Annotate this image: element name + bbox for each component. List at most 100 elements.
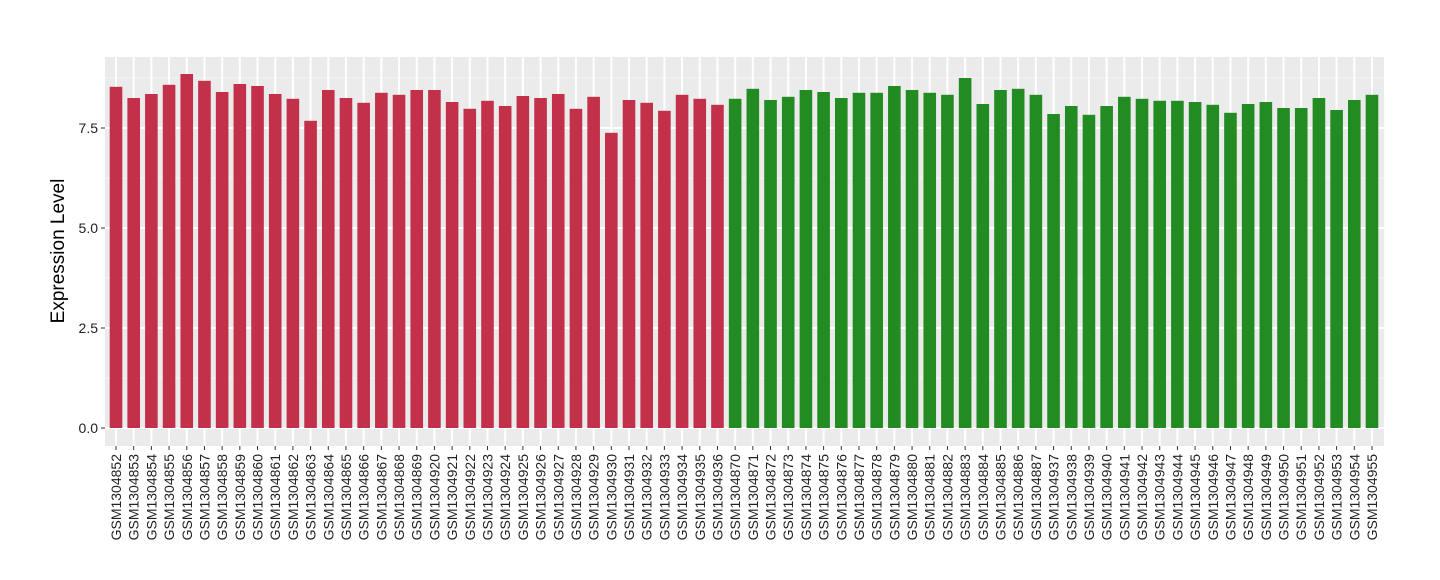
x-tick-label: GSM1304952 bbox=[1311, 454, 1327, 541]
x-tick-label: GSM1304880 bbox=[904, 454, 920, 541]
bars bbox=[109, 74, 1379, 429]
bar-GSM1304880 bbox=[905, 90, 919, 428]
bar-GSM1304930 bbox=[605, 132, 618, 429]
x-tick-label: GSM1304878 bbox=[869, 454, 885, 541]
x-tick-label: GSM1304869 bbox=[409, 454, 425, 541]
x-tick-label: GSM1304877 bbox=[851, 454, 867, 541]
x-tick-label: GSM1304934 bbox=[674, 454, 690, 541]
bar-GSM1304939 bbox=[1082, 114, 1096, 429]
bar-GSM1304941 bbox=[1118, 96, 1131, 429]
x-tick-label: GSM1304852 bbox=[108, 454, 124, 541]
x-tick-label: GSM1304945 bbox=[1187, 454, 1203, 541]
x-tick-label: GSM1304864 bbox=[320, 454, 336, 541]
bar-GSM1304863 bbox=[304, 120, 317, 429]
x-tick-label: GSM1304936 bbox=[709, 454, 725, 541]
x-tick-label: GSM1304861 bbox=[267, 454, 283, 541]
bar-GSM1304934 bbox=[675, 94, 689, 429]
bar-GSM1304872 bbox=[764, 100, 777, 428]
x-tick-label: GSM1304954 bbox=[1346, 454, 1362, 541]
bar-GSM1304945 bbox=[1188, 102, 1202, 428]
x-tick-label: GSM1304881 bbox=[922, 454, 938, 541]
x-tick-label: GSM1304879 bbox=[886, 454, 902, 541]
x-tick-label: GSM1304920 bbox=[426, 454, 442, 541]
bar-GSM1304864 bbox=[321, 90, 335, 428]
x-tick-label: GSM1304944 bbox=[1169, 454, 1185, 541]
x-tick-label: GSM1304931 bbox=[621, 454, 637, 541]
bar-GSM1304937 bbox=[1047, 114, 1060, 428]
y-tick-label: 7.5 bbox=[79, 120, 99, 136]
y-tick-label: 0.0 bbox=[79, 420, 99, 436]
bar-GSM1304854 bbox=[145, 94, 158, 428]
x-tick-label: GSM1304856 bbox=[179, 454, 195, 541]
bar-GSM1304885 bbox=[994, 90, 1007, 428]
x-tick-label: GSM1304942 bbox=[1134, 454, 1150, 541]
x-tick-label: GSM1304946 bbox=[1205, 454, 1221, 541]
x-tick-label: GSM1304860 bbox=[250, 454, 266, 541]
x-tick-label: GSM1304887 bbox=[1028, 454, 1044, 541]
bar-GSM1304858 bbox=[215, 92, 229, 428]
bar-GSM1304923 bbox=[481, 100, 494, 429]
bar-GSM1304878 bbox=[870, 92, 883, 429]
x-tick-label: GSM1304870 bbox=[727, 454, 743, 541]
bar-GSM1304876 bbox=[834, 98, 848, 428]
bar-GSM1304943 bbox=[1153, 100, 1167, 429]
bar-GSM1304881 bbox=[923, 92, 937, 429]
x-tick-label: GSM1304886 bbox=[1010, 454, 1026, 541]
bar-GSM1304870 bbox=[728, 98, 742, 429]
x-tick-label: GSM1304949 bbox=[1258, 454, 1274, 541]
bar-GSM1304855 bbox=[162, 84, 176, 429]
x-tick-label: GSM1304875 bbox=[816, 454, 832, 541]
bar-GSM1304874 bbox=[799, 90, 813, 428]
x-tick-label: GSM1304876 bbox=[833, 454, 849, 541]
x-axis: GSM1304852 GSM1304853 GSM1304854 GSM1304855… bbox=[108, 446, 1380, 540]
bar-GSM1304886 bbox=[1011, 88, 1025, 429]
bar-GSM1304953 bbox=[1330, 110, 1343, 428]
x-tick-label: GSM1304858 bbox=[214, 454, 230, 541]
x-tick-label: GSM1304938 bbox=[1063, 454, 1079, 541]
x-tick-label: GSM1304873 bbox=[780, 454, 796, 541]
bar-GSM1304928 bbox=[569, 108, 583, 429]
bar-GSM1304948 bbox=[1241, 104, 1255, 428]
x-tick-label: GSM1304866 bbox=[356, 454, 372, 541]
x-tick-label: GSM1304855 bbox=[161, 454, 177, 541]
x-tick-label: GSM1304853 bbox=[126, 454, 142, 541]
bar-GSM1304955 bbox=[1365, 94, 1379, 429]
x-tick-label: GSM1304951 bbox=[1293, 454, 1309, 541]
bar-GSM1304951 bbox=[1294, 108, 1308, 428]
bar-GSM1304924 bbox=[498, 106, 512, 428]
bar-GSM1304865 bbox=[339, 98, 353, 428]
bar-GSM1304873 bbox=[781, 96, 795, 429]
bar-GSM1304922 bbox=[463, 108, 477, 429]
x-tick-label: GSM1304955 bbox=[1364, 454, 1380, 541]
y-axis-label: Expression Level bbox=[48, 179, 69, 324]
bar-GSM1304871 bbox=[746, 88, 760, 429]
bar-GSM1304946 bbox=[1206, 104, 1220, 429]
x-tick-label: GSM1304948 bbox=[1240, 454, 1256, 541]
x-tick-label: GSM1304871 bbox=[745, 454, 761, 541]
bar-GSM1304877 bbox=[852, 92, 866, 429]
x-tick-label: GSM1304935 bbox=[692, 454, 708, 541]
bar-GSM1304852 bbox=[109, 86, 123, 429]
x-tick-label: GSM1304939 bbox=[1081, 454, 1097, 541]
x-tick-label: GSM1304941 bbox=[1116, 454, 1132, 541]
x-tick-label: GSM1304928 bbox=[568, 454, 584, 541]
x-tick-label: GSM1304933 bbox=[656, 454, 672, 541]
bar-GSM1304949 bbox=[1259, 102, 1273, 428]
bar-GSM1304938 bbox=[1064, 106, 1078, 428]
bar-GSM1304926 bbox=[534, 98, 547, 428]
bar-GSM1304860 bbox=[251, 86, 264, 428]
bar-GSM1304950 bbox=[1277, 108, 1290, 428]
x-tick-label: GSM1304923 bbox=[479, 454, 495, 541]
bar-GSM1304879 bbox=[888, 86, 901, 428]
x-tick-label: GSM1304922 bbox=[462, 454, 478, 541]
x-tick-label: GSM1304921 bbox=[444, 454, 460, 541]
bar-GSM1304954 bbox=[1348, 100, 1361, 428]
bar-GSM1304862 bbox=[286, 98, 300, 429]
bar-GSM1304866 bbox=[357, 102, 370, 429]
bar-GSM1304947 bbox=[1224, 112, 1237, 429]
x-tick-label: GSM1304932 bbox=[639, 454, 655, 541]
x-tick-label: GSM1304885 bbox=[993, 454, 1009, 541]
y-tick-label: 5.0 bbox=[79, 220, 99, 236]
bar-GSM1304882 bbox=[941, 94, 954, 429]
